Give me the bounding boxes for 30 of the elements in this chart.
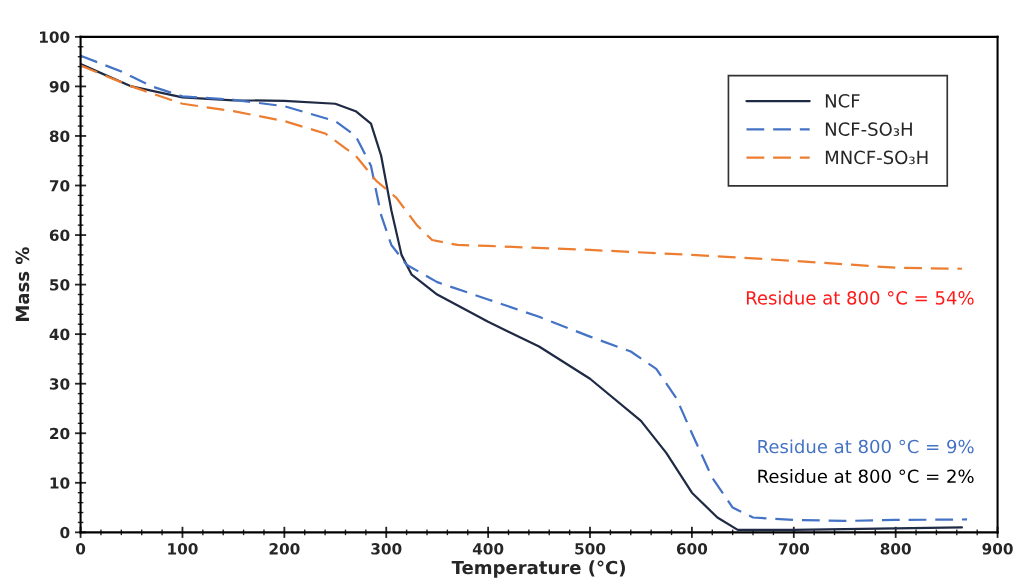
y-tick-label: 20 bbox=[50, 427, 70, 440]
annotation: Residue at 800 °C = 2% bbox=[758, 469, 974, 484]
y-tick-label: 30 bbox=[49, 378, 70, 390]
x-tick-label: 300 bbox=[371, 543, 402, 555]
x-tick-label: 100 bbox=[168, 543, 198, 555]
x-tick-label: 200 bbox=[269, 543, 300, 555]
x-tick-label: 400 bbox=[472, 543, 504, 555]
y-axis-title: Mass % bbox=[15, 247, 30, 321]
y-tick-label: 0 bbox=[60, 526, 70, 539]
y-tick-label: 50 bbox=[50, 279, 70, 291]
x-axis-title: Temperature (°C) bbox=[451, 560, 625, 578]
x-tick-label: 500 bbox=[575, 543, 606, 555]
legend-label: NCF bbox=[825, 93, 860, 108]
y-tick-label: 100 bbox=[40, 31, 70, 43]
legend-label: MNCF-SO₃H bbox=[825, 150, 928, 165]
x-tick-label: 800 bbox=[880, 543, 911, 555]
legend-label: NCF-SO₃H bbox=[825, 122, 912, 136]
x-tick-label: 0 bbox=[76, 543, 86, 555]
annotation: Residue at 800 °C = 54% bbox=[746, 290, 974, 305]
x-tick-label: 600 bbox=[676, 543, 708, 555]
y-tick-label: 80 bbox=[49, 130, 70, 142]
annotation: Residue at 800 °C = 9% bbox=[758, 439, 974, 454]
x-tick-label: 700 bbox=[778, 543, 809, 555]
y-tick-label: 70 bbox=[49, 179, 70, 192]
y-tick-label: 40 bbox=[49, 328, 70, 341]
x-tick-label: 900 bbox=[982, 543, 1013, 555]
y-tick-label: 90 bbox=[49, 80, 70, 93]
y-tick-label: 10 bbox=[50, 477, 70, 489]
line-series bbox=[80, 64, 964, 270]
y-tick-label: 60 bbox=[49, 229, 70, 242]
